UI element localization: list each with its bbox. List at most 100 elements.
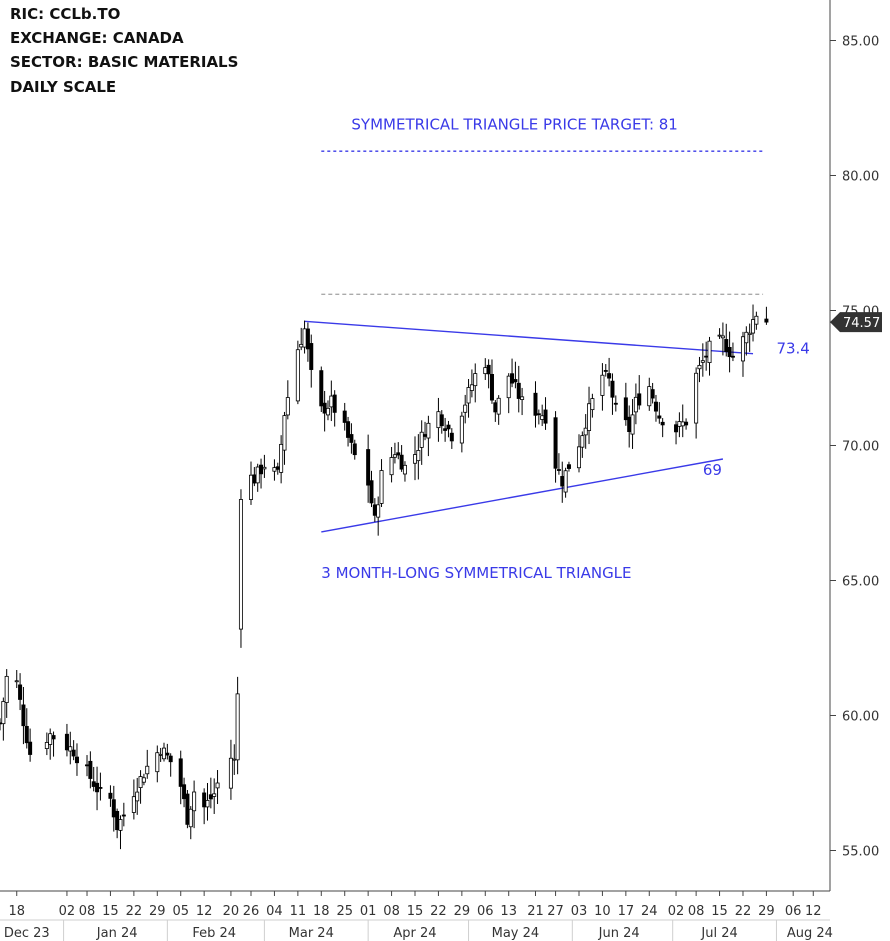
candle-body xyxy=(18,684,23,700)
candle-body xyxy=(346,421,351,438)
x-tick-label: 24 xyxy=(641,904,658,919)
candle-body xyxy=(135,791,140,802)
x-tick-label: 04 xyxy=(266,904,283,919)
x-tick-label: 15 xyxy=(407,904,424,919)
candle-body xyxy=(282,415,287,451)
candle-body xyxy=(399,454,404,470)
candle-body xyxy=(305,328,310,350)
candle-body xyxy=(426,422,431,439)
candle-body xyxy=(212,793,217,797)
x-tick-label: 12 xyxy=(805,904,822,919)
candle-body xyxy=(235,693,240,761)
candle-body xyxy=(182,784,187,800)
candle-body xyxy=(88,760,93,779)
candle-body xyxy=(740,336,745,362)
candle-body xyxy=(466,387,471,404)
x-tick-label: 11 xyxy=(290,904,307,919)
candle-body xyxy=(332,394,337,413)
candle-body xyxy=(412,454,417,464)
candle-body xyxy=(208,794,213,800)
x-tick-label: 05 xyxy=(172,904,189,919)
candle-body xyxy=(322,402,327,414)
candle-body xyxy=(145,765,150,775)
candle-body xyxy=(446,424,451,430)
candle-body xyxy=(463,404,468,413)
x-tick-label: 29 xyxy=(149,904,166,919)
candle-body xyxy=(118,819,123,831)
x-tick-label: 06 xyxy=(477,904,494,919)
candle-body xyxy=(396,452,401,456)
candle-body xyxy=(459,415,464,444)
candle-body xyxy=(21,704,26,727)
x-tick-label: 17 xyxy=(618,904,635,919)
candle-body xyxy=(576,446,581,469)
y-tick-label: 80.00 xyxy=(842,170,879,185)
candle-body xyxy=(376,504,381,518)
x-tick-label: 27 xyxy=(547,904,564,919)
candle-body xyxy=(161,747,166,760)
candle-body xyxy=(369,480,374,504)
candle-body xyxy=(85,764,90,767)
candle-body xyxy=(566,464,571,469)
candle-body xyxy=(71,749,76,757)
annotation: SYMMETRICAL TRIANGLE PRICE TARGET: 81 xyxy=(351,116,677,134)
candle-body xyxy=(131,796,136,813)
annotations: SYMMETRICAL TRIANGLE PRICE TARGET: 81 73.… xyxy=(321,116,810,582)
candle-body xyxy=(647,386,652,407)
candle-body xyxy=(178,758,183,787)
candle-body xyxy=(419,431,424,448)
candle-body xyxy=(299,343,304,348)
y-tick-label: 85.00 xyxy=(842,35,879,50)
month-label: Jul 24 xyxy=(700,926,737,941)
candle-body xyxy=(28,741,33,755)
candle-body xyxy=(443,428,448,431)
last-price-tag: 74.57 xyxy=(830,312,882,333)
candle-body xyxy=(627,416,632,432)
candle-body xyxy=(64,733,69,751)
candle-body xyxy=(228,757,233,789)
trend-lines xyxy=(304,150,764,533)
month-label: Mar 24 xyxy=(289,926,334,941)
x-tick-label: 08 xyxy=(688,904,705,919)
info-scale: DAILY SCALE xyxy=(10,78,116,96)
x-tick-label: 15 xyxy=(102,904,119,919)
month-label: Apr 24 xyxy=(393,926,436,941)
candle-body xyxy=(108,792,113,799)
candle-body xyxy=(372,504,377,516)
candle-body xyxy=(754,315,759,325)
resistance-line xyxy=(304,320,754,355)
info-sector: SECTOR: BASIC MATERIALS xyxy=(10,53,238,71)
candle-body xyxy=(24,725,29,744)
x-tick-label: 20 xyxy=(223,904,240,919)
candle-body xyxy=(730,355,735,358)
month-label: Jun 24 xyxy=(598,926,640,941)
candle-body xyxy=(342,410,347,423)
candle-body xyxy=(285,397,290,416)
candle-body xyxy=(520,396,525,400)
x-tick-label: 08 xyxy=(79,904,96,919)
candle-body xyxy=(513,379,518,383)
candle-body xyxy=(379,470,384,504)
y-tick-label: 70.00 xyxy=(842,440,879,455)
candle-body xyxy=(121,814,126,817)
candle-body xyxy=(215,782,220,789)
candle-body xyxy=(533,392,538,416)
candle-body xyxy=(653,401,658,412)
candle-body xyxy=(553,417,558,469)
x-tick-label: 25 xyxy=(336,904,353,919)
candle-body xyxy=(111,799,116,818)
candle-body xyxy=(603,370,608,372)
candle-body xyxy=(48,733,53,745)
candle-body xyxy=(473,373,478,387)
support-line xyxy=(321,458,724,533)
candle-body xyxy=(449,432,454,442)
info-exchange: EXCHANGE: CANADA xyxy=(10,29,184,47)
candle-body xyxy=(489,374,494,401)
candle-body xyxy=(4,675,9,703)
candle-body xyxy=(155,752,160,773)
month-label: Aug 24 xyxy=(787,926,833,941)
x-tick-label: 22 xyxy=(430,904,447,919)
candle-body xyxy=(91,781,96,787)
candle-body xyxy=(168,755,173,763)
